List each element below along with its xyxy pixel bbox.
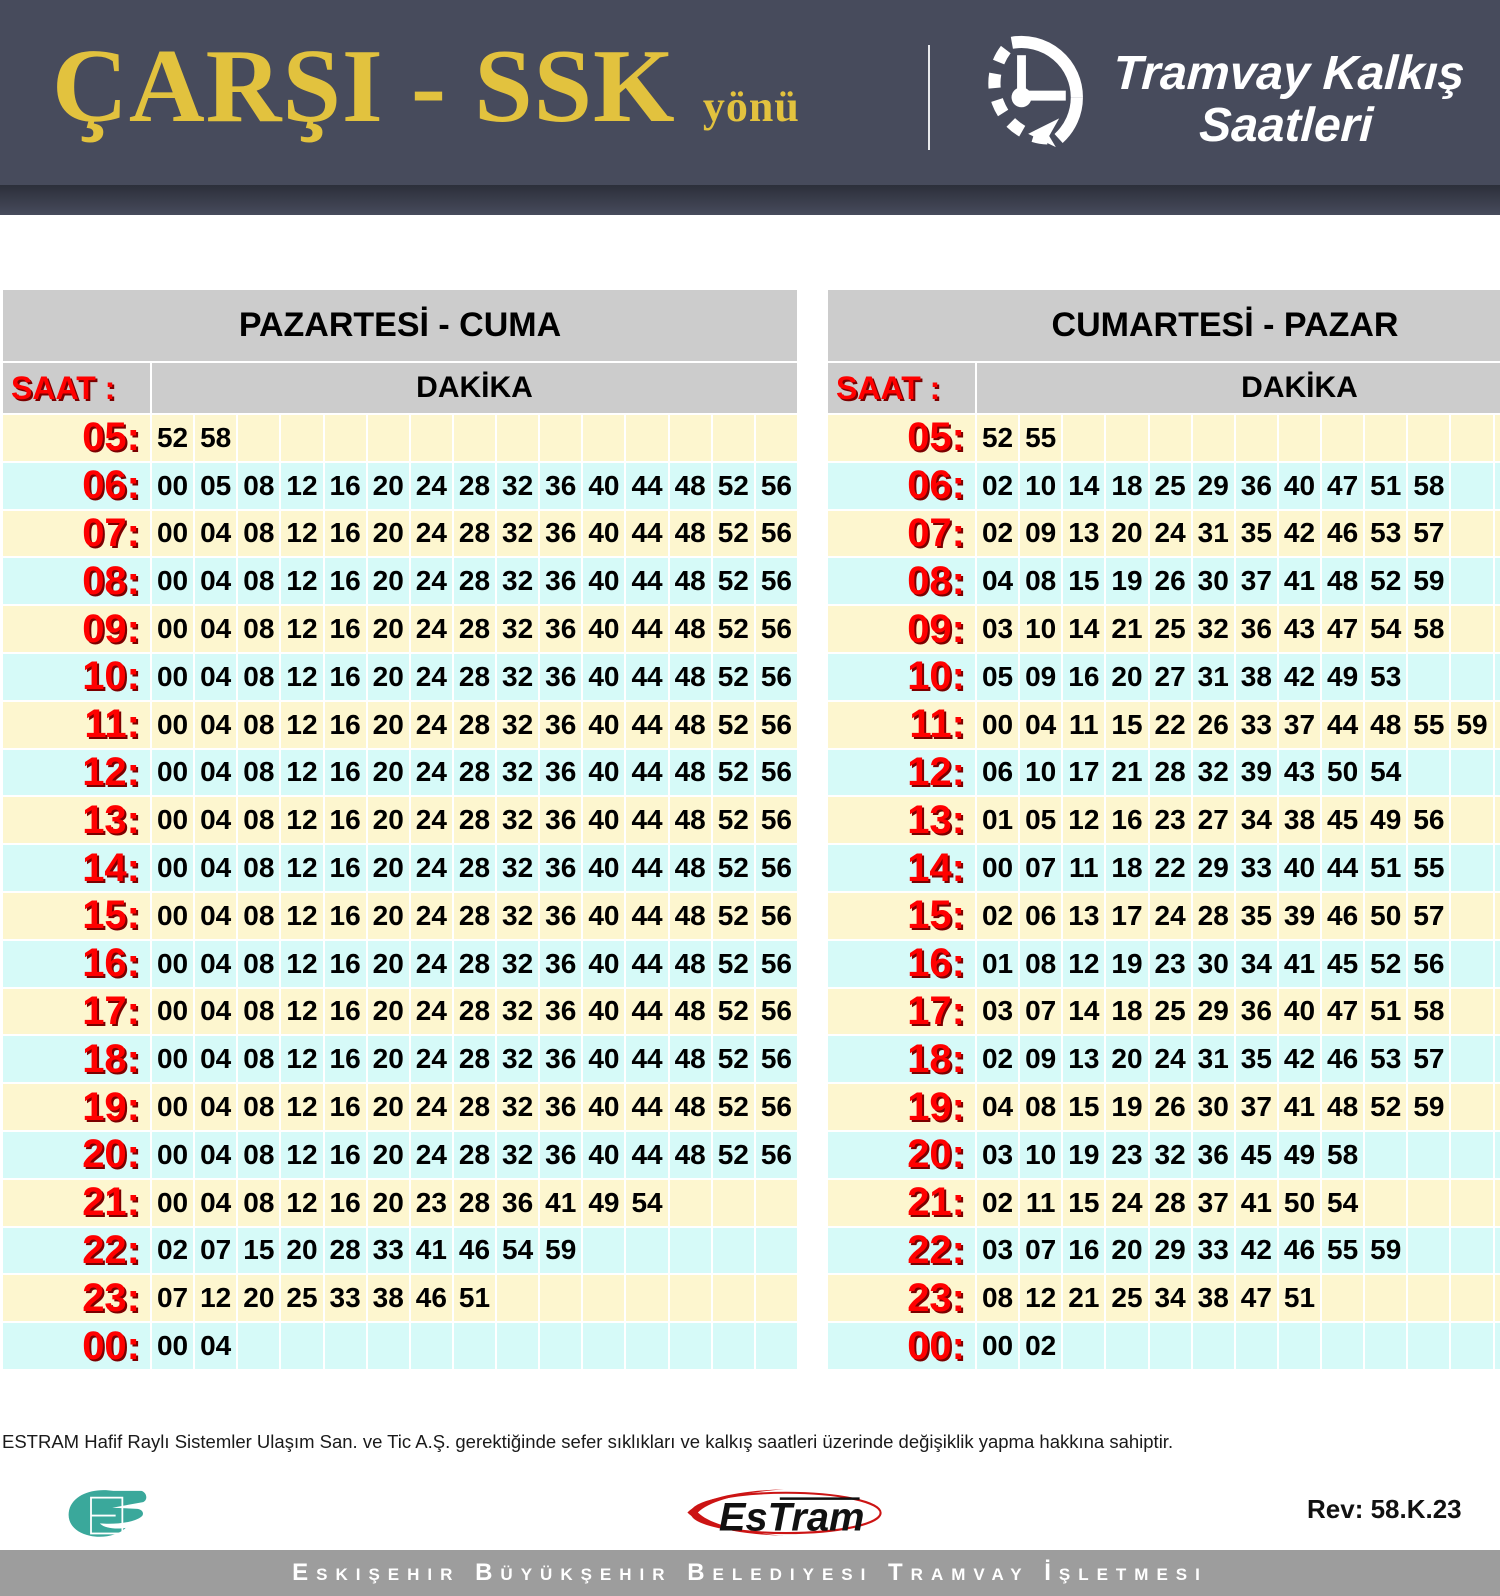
svg-text:EsTram: EsTram: [719, 1496, 865, 1540]
